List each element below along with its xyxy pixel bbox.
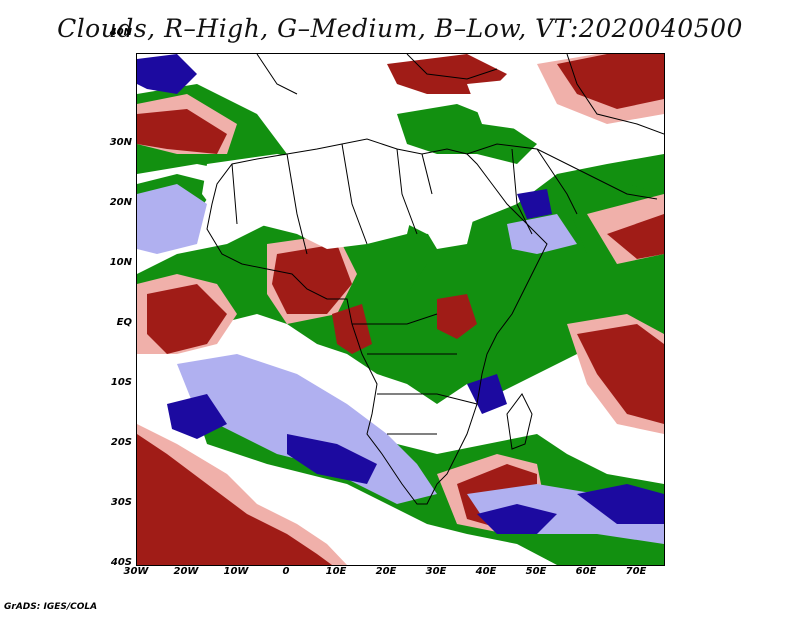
lat-label-40n: 40N [109,27,132,38]
clear-sky-layer [202,64,537,249]
lat-label-10n: 10N [109,257,132,268]
lon-label-20e: 20E [375,566,397,577]
lon-label-10e: 10E [325,566,347,577]
lon-label-20w: 20W [173,566,199,577]
lon-label-10w: 10W [223,566,249,577]
lat-label-eq: EQ [116,317,132,328]
lat-label-20n: 20N [109,197,132,208]
lon-label-30e: 30E [425,566,447,577]
lat-label-40s: 40S [110,557,132,568]
coastlines [206,54,664,505]
lat-label-30s: 30S [110,497,132,508]
lon-label-0: 0 [282,566,290,577]
cloud-map [136,53,665,566]
lon-label-40e: 40E [475,566,497,577]
lat-label-30n: 30N [109,137,132,148]
lon-label-50e: 50E [525,566,547,577]
lon-label-30w: 30W [123,566,149,577]
lat-label-20s: 20S [110,437,132,448]
lon-label-60e: 60E [575,566,597,577]
chart-title: Clouds, R–High, G–Medium, B–Low, VT:2020… [57,14,743,43]
lon-label-70e: 70E [625,566,647,577]
lat-label-10s: 10S [110,377,132,388]
footer-credit: GrADS: IGES/COLA [4,602,98,612]
low-cloud-layer [137,54,664,534]
high-cloud-layer [137,54,664,565]
cloud-map-svg [137,54,664,565]
